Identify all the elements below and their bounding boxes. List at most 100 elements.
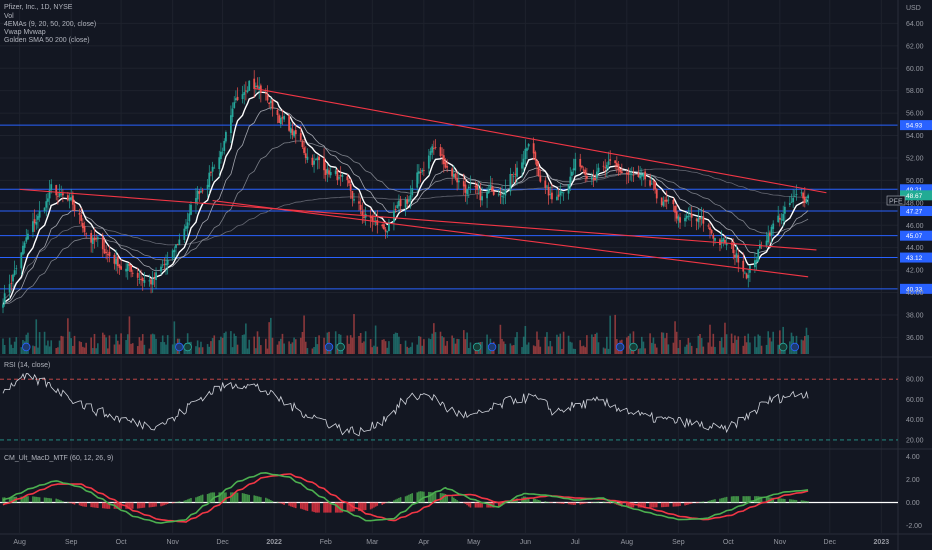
level-price-tag[interactable] [900, 283, 932, 294]
channel-line-middle[interactable] [19, 188, 817, 251]
legend-golden-sma[interactable]: Golden SMA 50 200 (close) [4, 37, 90, 44]
candle [441, 147, 444, 165]
earnings-marker[interactable] [629, 342, 638, 352]
level-price-tag[interactable] [900, 184, 932, 195]
candle-body [83, 226, 86, 233]
last-price-tag[interactable] [900, 190, 932, 201]
channel-line-lower[interactable] [212, 200, 809, 278]
candle [590, 172, 593, 186]
candle-body [456, 178, 459, 183]
macd-tick-label: 4.00 [906, 454, 920, 461]
macd-histogram-bar [68, 502, 71, 503]
time-tick-label: Feb [320, 539, 332, 546]
dividend-marker[interactable] [175, 342, 184, 352]
volume-bar [43, 331, 46, 354]
macd-pane[interactable] [0, 471, 898, 524]
macd-histogram-bar [223, 492, 226, 503]
candle [27, 229, 29, 240]
price-axis[interactable]: 36.00 38.00 40.00 42.00 44.00 46.00 48.00 50.00… [906, 21, 924, 530]
candle-body [744, 272, 746, 274]
legend-emas[interactable]: 4EMAs (9, 20, 50, 200, close) [4, 21, 96, 28]
candle-body [371, 216, 374, 222]
candle-body [539, 175, 542, 182]
candle [690, 206, 693, 228]
volume-bar [446, 341, 448, 354]
macd-label[interactable]: CM_Ult_MacD_MTF (60, 12, 26, 9) [4, 455, 113, 462]
channel-line-upper[interactable] [254, 87, 827, 194]
macd-histogram-bar [318, 502, 320, 513]
macd-histogram-bar [316, 502, 319, 513]
macd-histogram-bar [349, 502, 352, 512]
dividend-marker[interactable] [22, 342, 31, 352]
candle-body [504, 189, 507, 196]
horizontal-levels[interactable]: 54.93 49.21 47.27 45.07 43.12 40.33 48.67 [0, 120, 932, 294]
candle-body [324, 169, 327, 176]
ticker-tag[interactable]: PFE [886, 195, 906, 206]
macd-histogram-bar [722, 497, 725, 503]
legend-volume[interactable]: Vol [4, 13, 14, 20]
rsi-label[interactable]: RSI (14, close) [4, 362, 50, 369]
candle [381, 223, 384, 229]
macd-histogram-bar [150, 502, 152, 508]
dividend-marker[interactable] [324, 342, 334, 352]
dividend-marker[interactable] [615, 342, 625, 352]
volume-bar [732, 343, 735, 354]
candle [341, 173, 344, 182]
macd-histogram-bar [32, 496, 34, 503]
earnings-marker[interactable] [336, 342, 345, 352]
level-price-tag[interactable] [900, 120, 932, 131]
candle-body [128, 263, 131, 266]
candle [777, 205, 780, 223]
macd-histogram-bar [256, 496, 259, 503]
candle [96, 235, 99, 247]
price-tick-label: 64.00 [906, 21, 924, 28]
volume-bar [396, 332, 399, 354]
level-price-tag[interactable] [900, 230, 932, 241]
candle-body [55, 185, 58, 196]
macd-histogram-bar [141, 502, 144, 508]
candle [103, 239, 106, 255]
candle-body [497, 194, 500, 196]
volume-bar [631, 348, 633, 354]
earnings-marker[interactable] [472, 342, 482, 352]
candle [241, 85, 244, 104]
candle-body [778, 217, 781, 220]
candle [223, 138, 226, 155]
candle-body [195, 198, 197, 204]
candle [551, 183, 553, 204]
macd-histogram-bar [586, 502, 588, 504]
price-pane[interactable]: 54.93 49.21 47.27 45.07 43.12 40.33 48.67 [0, 70, 932, 354]
macd-histogram-bar [702, 501, 705, 503]
earnings-marker[interactable] [183, 342, 192, 352]
candle [546, 184, 548, 190]
event-markers[interactable] [22, 342, 800, 352]
legend-vwap[interactable]: Vwap Mvwap [4, 29, 46, 36]
candle [620, 163, 623, 174]
earnings-marker[interactable] [778, 342, 788, 352]
volume-bar [73, 335, 76, 354]
rsi-pane[interactable] [0, 372, 898, 441]
macd-histogram-bar [270, 500, 272, 503]
candle [672, 197, 675, 212]
dividend-marker[interactable] [487, 342, 497, 352]
volume-bar [546, 332, 548, 354]
level-price-tag[interactable] [900, 206, 932, 217]
candle [60, 185, 63, 197]
volume-bar [183, 345, 186, 354]
candle [299, 125, 302, 142]
dividend-marker[interactable] [790, 342, 800, 352]
volume-bar [537, 339, 540, 354]
price-tick-label: 46.00 [906, 223, 924, 230]
candle [625, 170, 628, 185]
level-price-tag[interactable] [900, 252, 932, 263]
volume-bar [37, 347, 39, 354]
channel-lines[interactable] [19, 87, 827, 278]
volume-bar [649, 333, 651, 354]
candle [78, 208, 81, 224]
time-axis[interactable]: Aug Sep Oct Nov Dec 2022 Feb Mar Apr May Jun Jul Aug… [13, 539, 889, 546]
macd-histogram-bar [509, 502, 512, 503]
candle [128, 262, 131, 272]
legend-symbol[interactable]: Pfizer, Inc., 1D, NYSE [4, 4, 73, 11]
candle-body [585, 175, 588, 179]
